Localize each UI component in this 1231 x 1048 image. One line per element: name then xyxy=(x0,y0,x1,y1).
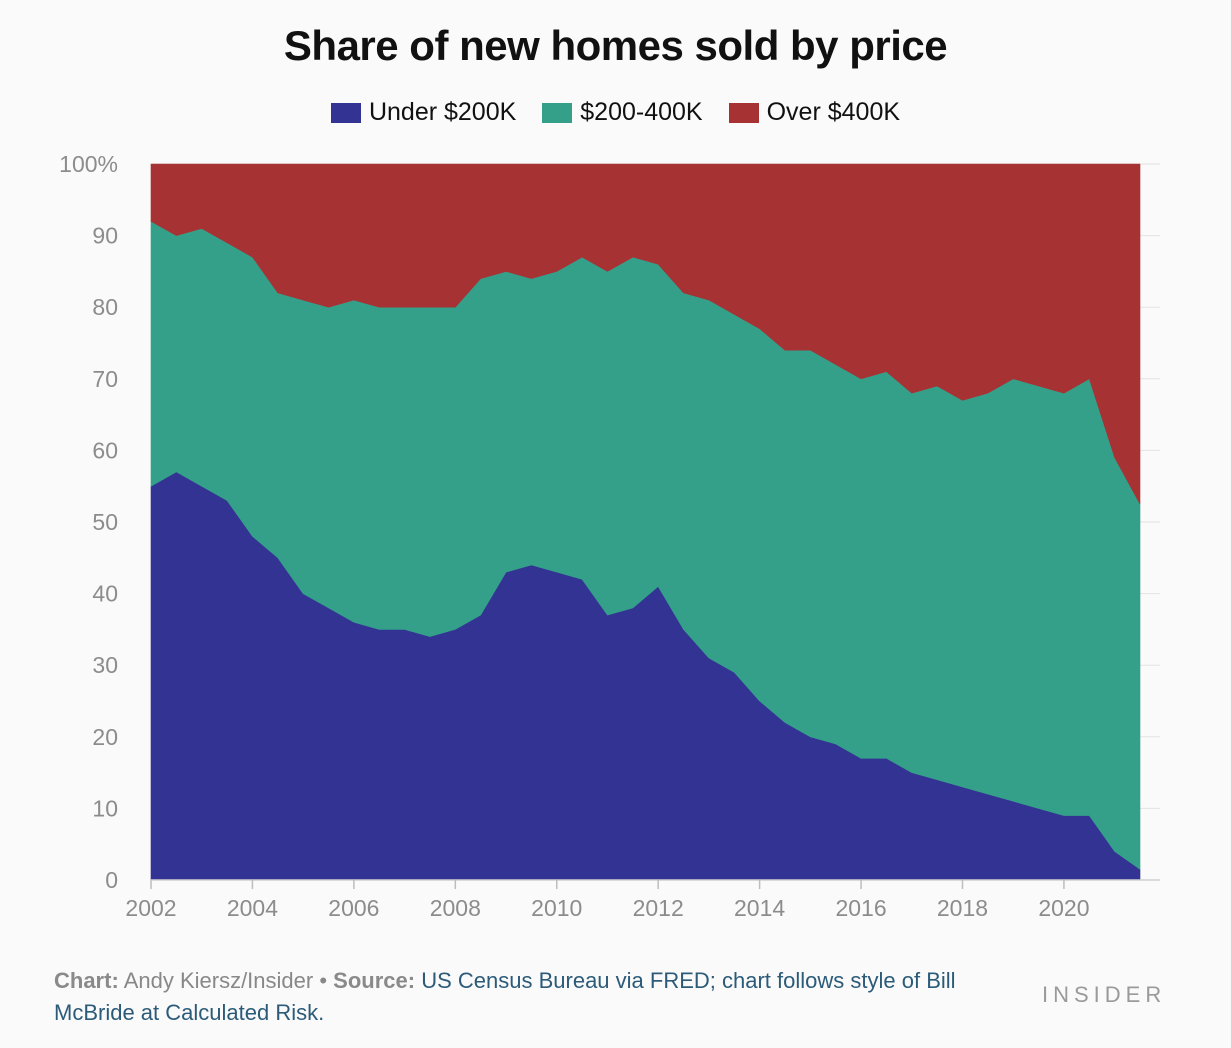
x-tick-label: 2002 xyxy=(125,895,176,921)
x-tick-label: 2012 xyxy=(633,895,684,921)
footer-separator: • xyxy=(319,968,328,993)
x-tick-label: 2020 xyxy=(1038,895,1089,921)
axes: 0 10 20 30 40 50 60 70 80 90 100% 2002 2004 2006 2008 2… xyxy=(59,151,1160,921)
insider-logo: INSIDER xyxy=(1042,982,1167,1007)
source-text: US Census Bureau via FRED; chart follows… xyxy=(54,968,956,1025)
legend-swatch-200-400k xyxy=(542,102,573,123)
legend-swatch-over-400k xyxy=(728,102,759,123)
y-tick-label: 60 xyxy=(92,437,118,463)
source-label: Source: xyxy=(333,968,416,993)
y-tick-label: 10 xyxy=(92,795,118,821)
y-tick-label: 100% xyxy=(59,151,118,177)
legend: Under $200K $200-400K Over $400K xyxy=(0,98,1231,127)
y-tick-label: 0 xyxy=(105,867,118,893)
legend-item-200-400k: $200-400K xyxy=(542,98,703,127)
y-tick-label: 50 xyxy=(92,509,118,535)
legend-item-under-200k: Under $200K xyxy=(330,98,517,127)
legend-label-over-400k: Over $400K xyxy=(766,98,901,126)
y-tick-label: 30 xyxy=(92,652,118,678)
x-tick-label: 2014 xyxy=(734,895,785,921)
area-over-400k xyxy=(150,163,1141,505)
y-tick-label: 20 xyxy=(92,724,118,750)
x-tick-label: 2016 xyxy=(835,895,886,921)
chart-credit-author: Andy Kiersz/Insider xyxy=(123,968,314,993)
x-tick-label: 2008 xyxy=(430,895,481,921)
area-chart: 0 10 20 30 40 50 60 70 80 90 100% 2002 2004 2006 2008 2… xyxy=(59,151,1160,921)
x-tick-label: 2018 xyxy=(937,895,988,921)
legend-item-over-400k: Over $400K xyxy=(728,98,901,127)
legend-swatch-under-200k xyxy=(330,102,361,123)
x-tick-label: 2004 xyxy=(227,895,278,921)
x-tick-label: 2006 xyxy=(328,895,379,921)
y-tick-label: 80 xyxy=(92,294,118,320)
legend-label-under-200k: Under $200K xyxy=(368,98,517,126)
legend-label-200-400k: $200-400K xyxy=(580,98,703,126)
footer-credits: Chart: Andy Kiersz/Insider • Source: US … xyxy=(54,965,1024,1029)
y-tick-label: 90 xyxy=(92,223,118,249)
area-series xyxy=(150,163,1141,881)
y-tick-label: 40 xyxy=(92,581,118,607)
chart-credit-label: Chart: xyxy=(54,968,119,993)
y-tick-label: 70 xyxy=(92,366,118,392)
chart-title: Share of new homes sold by price xyxy=(283,22,948,69)
x-tick-label: 2010 xyxy=(531,895,582,921)
